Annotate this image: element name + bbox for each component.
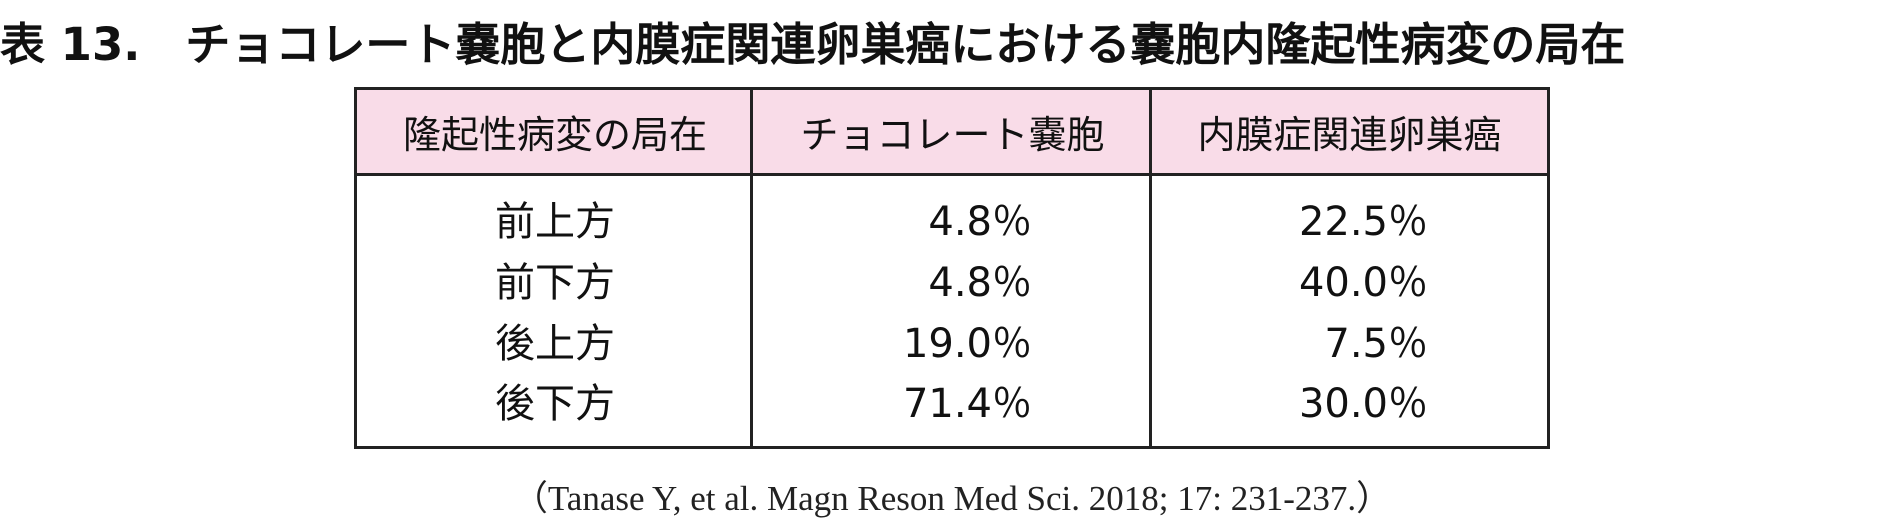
table-cell: 後下方 bbox=[495, 381, 615, 427]
column-divider bbox=[750, 90, 753, 446]
table-cell: 4.8％ bbox=[928, 260, 1032, 306]
table-cell: 前下方 bbox=[495, 260, 615, 306]
table: 隆起性病変の局在 チョコレート嚢胞 内膜症関連卵巣癌前上方 4.8％ 22.5％ 前下方 4… bbox=[354, 87, 1550, 449]
table-cell: 30.0％ bbox=[1298, 381, 1428, 427]
table-cell: 後上方 bbox=[495, 321, 615, 367]
header-cell: 隆起性病変の局在 bbox=[357, 90, 753, 176]
table-cell: 40.0％ bbox=[1298, 260, 1428, 306]
table-cell: 前上方 bbox=[495, 199, 615, 245]
table-cell: 22.5％ bbox=[1298, 199, 1428, 245]
header-cell: チョコレート嚢胞 bbox=[753, 90, 1152, 176]
table-cell: 7.5％ bbox=[1324, 321, 1428, 367]
column-divider bbox=[1149, 90, 1152, 446]
table-cell: 4.8％ bbox=[928, 199, 1032, 245]
table-cell: 71.4％ bbox=[902, 381, 1032, 427]
table-cell: 19.0％ bbox=[902, 321, 1032, 367]
header-cell: 内膜症関連卵巣癌 bbox=[1152, 90, 1547, 176]
title: 表 13. チョコレート嚢胞と内膜症関連卵巣癌における嚢胞内隆起性病変の局在 bbox=[0, 18, 1626, 71]
citation: （Tanase Y, et al. Magn Reson Med Sci. 20… bbox=[512, 479, 1392, 518]
